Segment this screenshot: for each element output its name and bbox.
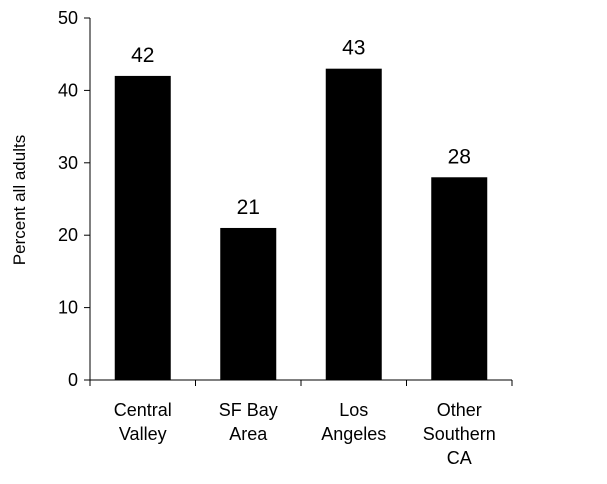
y-tick-label: 20 xyxy=(58,225,78,245)
category-label-line: Area xyxy=(229,424,268,444)
bar xyxy=(114,75,171,381)
data-label: 42 xyxy=(131,44,154,67)
bar xyxy=(325,68,382,381)
category-label-line: Central xyxy=(114,400,172,420)
data-labels: 42 21 43 28 xyxy=(131,37,471,219)
y-tick-label: 30 xyxy=(58,153,78,173)
y-axis-title: Percent all adults xyxy=(10,135,29,265)
category-label-line: Angeles xyxy=(321,424,386,444)
category-label: Los Angeles xyxy=(321,400,386,444)
y-axis: 0 10 20 30 40 50 xyxy=(58,8,91,390)
bar xyxy=(220,227,277,380)
data-label: 43 xyxy=(342,37,365,60)
y-tick-label: 50 xyxy=(58,8,78,28)
category-label: Central Valley xyxy=(114,400,172,444)
category-label: Other Southern CA xyxy=(423,400,496,468)
y-tick-label: 0 xyxy=(68,370,78,390)
category-label: SF Bay Area xyxy=(219,400,278,444)
x-axis xyxy=(89,379,513,386)
data-label: 21 xyxy=(237,196,260,219)
category-label-line: CA xyxy=(447,448,472,468)
bars xyxy=(114,68,488,381)
data-label: 28 xyxy=(448,145,471,168)
y-tick-label: 10 xyxy=(58,298,78,318)
y-tick-label: 40 xyxy=(58,80,78,100)
category-label-line: Other xyxy=(437,400,482,420)
category-label-line: Los xyxy=(339,400,368,420)
category-label-line: Southern xyxy=(423,424,496,444)
category-label-line: Valley xyxy=(119,424,167,444)
category-labels: Central Valley SF Bay Area Los Angeles Other So… xyxy=(114,400,496,468)
bar xyxy=(431,177,488,380)
category-label-line: SF Bay xyxy=(219,400,278,420)
